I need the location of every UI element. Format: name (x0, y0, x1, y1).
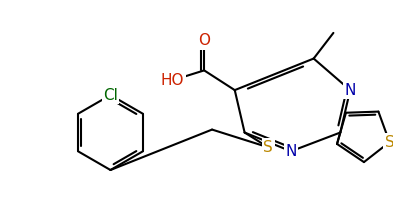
Text: S: S (385, 135, 393, 150)
Text: N: N (344, 83, 356, 98)
Text: HO: HO (161, 73, 184, 88)
Text: O: O (198, 33, 210, 48)
Text: S: S (263, 140, 273, 155)
Text: N: N (285, 144, 297, 159)
Text: Cl: Cl (103, 87, 118, 103)
